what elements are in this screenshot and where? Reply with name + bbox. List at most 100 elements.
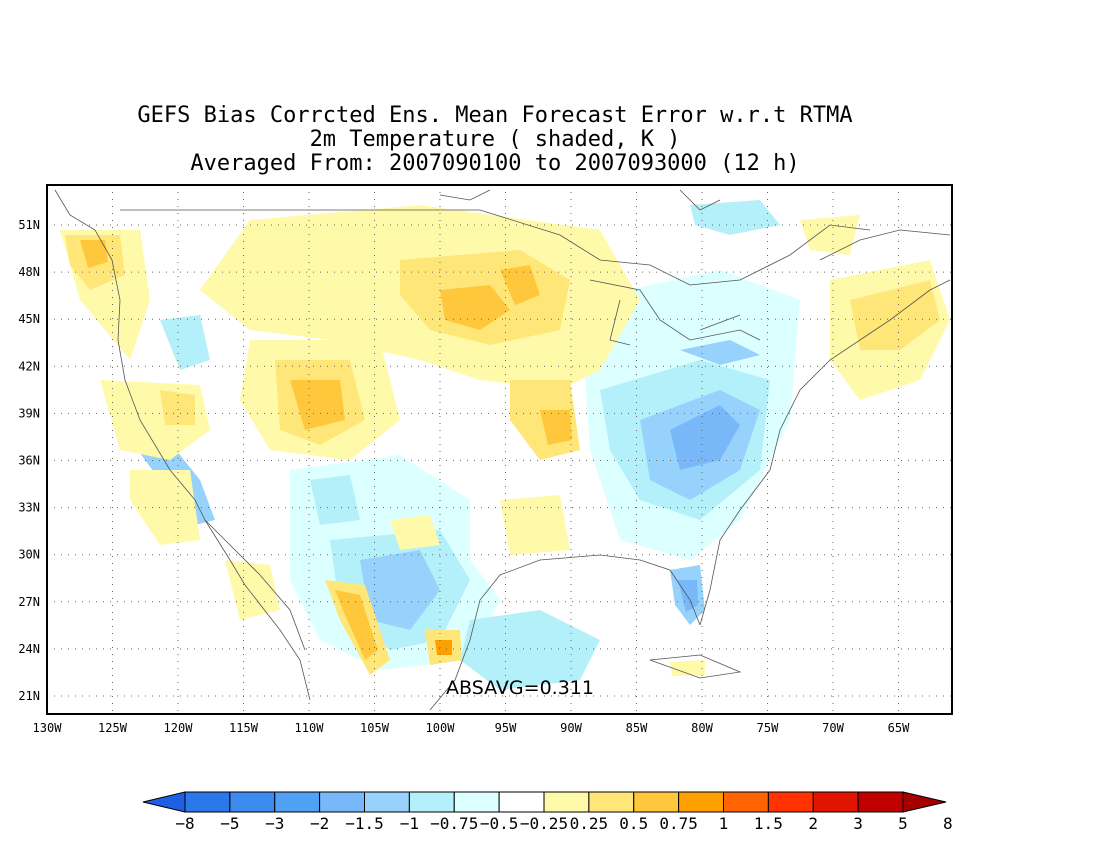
colorbar-tick-label: −8 bbox=[175, 814, 194, 833]
lon-tick-label: 80W bbox=[691, 721, 713, 735]
colorbar-tick-label: 8 bbox=[943, 814, 953, 833]
cool-anomaly-greatlakes bbox=[680, 340, 760, 365]
lon-tick-label: 125W bbox=[98, 721, 128, 735]
longitude-labels: 130W 125W 120W 115W 110W 105W 100W 95W 90W 85W 80W… bbox=[33, 721, 911, 735]
colorbar bbox=[142, 791, 947, 813]
colorbar-tick-label: −0.5 bbox=[480, 814, 519, 833]
lat-tick-label: 24N bbox=[18, 642, 40, 656]
lon-tick-label: 70W bbox=[822, 721, 844, 735]
colorbar-tick-label: −0.25 bbox=[520, 814, 568, 833]
colorbar-tick-label: 1 bbox=[719, 814, 729, 833]
lat-tick-label: 51N bbox=[18, 218, 40, 232]
west-coastline bbox=[54, 189, 311, 701]
chart-title-line2: 2m Temperature ( shaded, K ) bbox=[309, 127, 681, 152]
map-frame bbox=[46, 184, 953, 715]
lat-tick-label: 27N bbox=[18, 595, 40, 609]
cool-anomaly-gulf bbox=[460, 610, 600, 690]
colorbar-swatch bbox=[857, 791, 904, 813]
colorbar-swatch bbox=[319, 791, 365, 813]
warm-anomaly-pacific-nw-core bbox=[80, 240, 108, 268]
warm-anomaly-cuba bbox=[670, 660, 705, 676]
lat-tick-label: 36N bbox=[18, 454, 40, 468]
colorbar-swatch bbox=[453, 791, 500, 813]
colorbar-tick-label: −3 bbox=[265, 814, 284, 833]
lat-tick-label: 21N bbox=[18, 689, 40, 703]
colorbar-tick-label: 1.5 bbox=[754, 814, 783, 833]
cool-anomaly-texas bbox=[310, 475, 360, 525]
colorbar-tick-label: 0.5 bbox=[619, 814, 648, 833]
lat-tick-label: 39N bbox=[18, 406, 40, 420]
cuba-outline bbox=[649, 654, 742, 679]
cool-anomaly-florida-core bbox=[678, 580, 698, 612]
colorbar-swatch bbox=[408, 791, 455, 813]
lat-tick-label: 30N bbox=[18, 548, 40, 562]
lat-tick-label: 48N bbox=[18, 265, 40, 279]
warm-anomaly-central-mexico-core bbox=[435, 640, 452, 655]
chart-title-line1: GEFS Bias Corrcted Ens. Mean Forecast Er… bbox=[137, 103, 853, 128]
temperature-error-shading bbox=[60, 200, 950, 690]
lat-tick-label: 45N bbox=[18, 312, 40, 326]
lon-tick-label: 105W bbox=[360, 721, 390, 735]
warm-anomaly-minnesota-core bbox=[500, 265, 540, 305]
colorbar-swatch bbox=[184, 791, 231, 813]
lon-tick-label: 115W bbox=[229, 721, 259, 735]
great-lakes bbox=[589, 279, 761, 346]
colorbar-tick-label: −1 bbox=[400, 814, 419, 833]
colorbar-over-arrow bbox=[902, 791, 947, 813]
lat-tick-label: 33N bbox=[18, 501, 40, 515]
colorbar-labels: −8 −5 −3 −2 −1.5 −1 −0.75 −0.5 −0.25 0.25 0.5 0.75 1… bbox=[175, 814, 952, 833]
cool-anomaly-canada bbox=[690, 200, 780, 235]
chart-title-line3: Averaged From: 2007090100 to 2007093000 … bbox=[190, 151, 800, 176]
warm-anomaly-sonora bbox=[225, 560, 280, 620]
warm-anomaly-colorado-core bbox=[290, 380, 345, 430]
warm-anomaly-new-england-mid bbox=[850, 280, 940, 350]
cool-anomaly-appalachia-core bbox=[670, 405, 740, 470]
lon-tick-label: 85W bbox=[626, 721, 648, 735]
lon-tick-label: 130W bbox=[33, 721, 63, 735]
lon-tick-label: 65W bbox=[888, 721, 910, 735]
lon-tick-label: 90W bbox=[560, 721, 582, 735]
lon-tick-label: 110W bbox=[295, 721, 325, 735]
hudson-bay bbox=[439, 189, 721, 211]
warm-anomaly-missouri-core bbox=[540, 410, 572, 445]
st-lawrence bbox=[819, 229, 951, 261]
colorbar-tick-label: 0.75 bbox=[659, 814, 698, 833]
cool-anomaly-mexico-core bbox=[360, 550, 440, 630]
colorbar-swatch bbox=[498, 791, 545, 813]
warm-anomaly-louisiana bbox=[500, 495, 570, 555]
colorbar-tick-label: 2 bbox=[808, 814, 818, 833]
colorbar-swatch bbox=[229, 791, 276, 813]
colorbar-tick-label: 0.25 bbox=[570, 814, 609, 833]
mexico-east-coast bbox=[429, 639, 471, 711]
lon-tick-label: 100W bbox=[426, 721, 456, 735]
atlantic-coast bbox=[699, 279, 951, 626]
colorbar-swatch bbox=[767, 791, 814, 813]
warm-anomaly-sierra-madre-core bbox=[335, 590, 378, 660]
colorbar-tick-label: −5 bbox=[220, 814, 239, 833]
lon-tick-label: 120W bbox=[164, 721, 194, 735]
gulf-of-california bbox=[204, 519, 306, 651]
colorbar-swatch bbox=[588, 791, 635, 813]
cool-anomaly-nevada bbox=[160, 315, 210, 370]
colorbar-swatch bbox=[364, 791, 410, 813]
colorbar-under-arrow bbox=[142, 791, 186, 813]
colorbar-swatch bbox=[633, 791, 680, 813]
warm-anomaly-baja bbox=[130, 470, 200, 545]
colorbar-swatch bbox=[723, 791, 769, 813]
lat-tick-label: 42N bbox=[18, 359, 40, 373]
colorbar-swatch bbox=[274, 791, 321, 813]
warm-anomaly-texas bbox=[390, 515, 440, 550]
warm-anomaly-dakotas-core bbox=[440, 285, 510, 330]
colorbar-swatch bbox=[543, 791, 590, 813]
colorbar-tick-label: −1.5 bbox=[345, 814, 384, 833]
lon-tick-label: 75W bbox=[757, 721, 779, 735]
colorbar-tick-label: 5 bbox=[898, 814, 908, 833]
colorbar-tick-label: 3 bbox=[853, 814, 863, 833]
colorbar-tick-label: −2 bbox=[310, 814, 329, 833]
colorbar-swatch bbox=[812, 791, 859, 813]
absavg-annotation: ABSAVG=0.311 bbox=[446, 677, 594, 699]
colorbar-tick-label: −0.75 bbox=[430, 814, 478, 833]
lon-tick-label: 95W bbox=[495, 721, 517, 735]
warm-anomaly-canada-east bbox=[800, 215, 860, 255]
